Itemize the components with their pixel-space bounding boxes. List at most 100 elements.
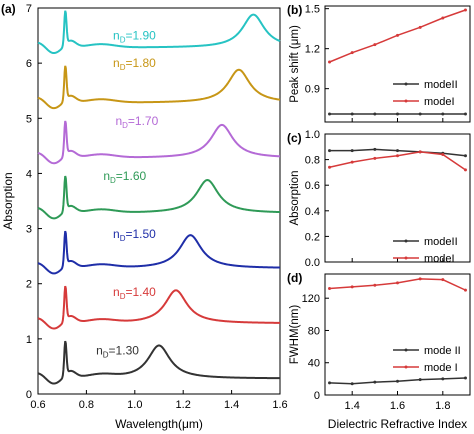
data-point-c bbox=[463, 154, 467, 158]
panel-label-b: (b) bbox=[287, 3, 302, 17]
series-label-pre: n bbox=[113, 28, 120, 42]
data-point-d bbox=[328, 381, 332, 385]
x-tick-label-d: 1.8 bbox=[435, 400, 450, 412]
data-point-d bbox=[441, 278, 445, 282]
series-label-post: =1.30 bbox=[109, 343, 140, 357]
series-line-a-6 bbox=[37, 10, 281, 55]
series-label-a-2: nD=1.50 bbox=[113, 227, 156, 243]
data-point-b bbox=[418, 25, 422, 29]
y-tick-label-c: 1.0 bbox=[305, 129, 320, 141]
y-tick-label-d: 120 bbox=[302, 293, 320, 305]
y-tick-label-b: 1.2 bbox=[305, 44, 320, 56]
y-tick-label-b: 0.9 bbox=[305, 84, 320, 96]
data-point-b bbox=[350, 51, 354, 55]
data-point-b bbox=[463, 112, 467, 116]
legend-label-b-0: modeII bbox=[424, 79, 458, 91]
x-tick-label-d: 1.4 bbox=[345, 400, 360, 412]
y-tick-label-c: 0.8 bbox=[305, 155, 320, 167]
series-line-a-4 bbox=[37, 120, 281, 165]
data-point-b bbox=[418, 112, 422, 116]
series-label-sub: D bbox=[120, 292, 126, 301]
legend-marker-c-0 bbox=[404, 239, 408, 243]
series-label-post: =1.60 bbox=[116, 169, 147, 183]
x-tick-label-a: 1.4 bbox=[224, 399, 239, 411]
y-tick-label-a: 5 bbox=[26, 113, 32, 125]
data-point-c bbox=[396, 154, 399, 158]
series-label-a-1: nD=1.40 bbox=[113, 285, 156, 301]
legend-label-d-1: mode I bbox=[424, 362, 458, 374]
series-line-a-3 bbox=[37, 175, 281, 220]
legend-marker-c-1 bbox=[404, 256, 408, 260]
series-label-sub: D bbox=[120, 234, 126, 243]
y-tick-label-a: 1 bbox=[26, 334, 32, 346]
data-point-c bbox=[373, 156, 377, 160]
data-point-b bbox=[396, 33, 399, 37]
y-tick-label-d: 0 bbox=[314, 390, 320, 402]
y-tick-label-d: 40 bbox=[308, 358, 320, 370]
y-tick-label-a: 0 bbox=[26, 389, 32, 401]
legend-label-c-1: modeI bbox=[424, 253, 455, 265]
data-point-d bbox=[441, 377, 445, 381]
series-label-pre: n bbox=[103, 169, 110, 183]
legend-marker-d-0 bbox=[404, 348, 408, 352]
series-label-a-6: nD=1.90 bbox=[113, 28, 156, 44]
y-axis-label-d: FWHM(nm) bbox=[289, 305, 301, 365]
y-axis-label-c: Absorption bbox=[289, 171, 301, 226]
data-point-d bbox=[418, 277, 422, 281]
series-label-pre: n bbox=[113, 285, 120, 299]
x-tick-label-a: 0.6 bbox=[30, 399, 45, 411]
series-label-a-4: nD=1.70 bbox=[115, 114, 158, 130]
data-point-d bbox=[463, 376, 467, 380]
x-tick-label-d: 1.6 bbox=[390, 400, 405, 412]
x-tick-label-a: 1.0 bbox=[127, 399, 142, 411]
plot-layer: 0.6 0.8 1.0 1.2 1.4 1.6 0 1 2 3 4 5 6 7 Wavelength(μm)… bbox=[1, 3, 471, 431]
data-point-c bbox=[350, 160, 354, 164]
data-point-d bbox=[396, 281, 399, 285]
legend-marker-b-1 bbox=[404, 99, 408, 103]
y-tick-label-c: 0.4 bbox=[305, 206, 320, 218]
data-point-d bbox=[373, 283, 377, 287]
legend-label-d-0: mode II bbox=[424, 345, 461, 357]
data-point-c bbox=[328, 149, 332, 153]
series-line-a-1 bbox=[37, 285, 280, 330]
data-point-b bbox=[441, 16, 445, 20]
y-axis-label-b: Peak shift (μm) bbox=[289, 25, 301, 103]
data-point-d bbox=[373, 380, 377, 384]
x-axis-label-a: Wavelength(μm) bbox=[115, 417, 203, 431]
y-axis-label-a: Absorption bbox=[1, 172, 15, 229]
series-label-pre: n bbox=[96, 343, 103, 357]
y-tick-label-b: 1.5 bbox=[305, 4, 320, 16]
legend-marker-d-1 bbox=[404, 365, 408, 369]
y-tick-label-a: 2 bbox=[26, 279, 32, 291]
series-label-post: =1.70 bbox=[128, 114, 159, 128]
series-label-sub: D bbox=[120, 35, 126, 44]
series-line-a-5 bbox=[37, 65, 281, 110]
series-label-pre: n bbox=[113, 56, 120, 70]
series-label-sub: D bbox=[110, 176, 116, 185]
data-point-d bbox=[463, 288, 467, 292]
data-point-b bbox=[441, 112, 445, 116]
legend-marker-b-0 bbox=[404, 82, 408, 86]
data-point-b bbox=[373, 112, 377, 116]
series-label-sub: D bbox=[103, 350, 109, 359]
panel-label-a: (a) bbox=[1, 2, 16, 16]
data-point-b bbox=[396, 112, 399, 116]
series-label-post: =1.90 bbox=[125, 28, 156, 42]
data-point-c bbox=[350, 149, 354, 153]
data-point-d bbox=[328, 287, 332, 291]
series-label-a-3: nD=1.60 bbox=[103, 169, 146, 185]
y-tick-label-c: 0.6 bbox=[305, 180, 320, 192]
series-label-a-5: nD=1.80 bbox=[113, 56, 156, 72]
data-point-b bbox=[328, 112, 332, 116]
data-point-b bbox=[328, 60, 332, 64]
legend-label-c-0: modeII bbox=[424, 236, 458, 248]
data-point-b bbox=[373, 43, 377, 47]
y-tick-label-d: 80 bbox=[308, 325, 320, 337]
data-point-c bbox=[463, 168, 467, 172]
x-tick-label-a: 1.2 bbox=[176, 399, 191, 411]
y-tick-label-a: 6 bbox=[26, 58, 32, 70]
series-line-a-2 bbox=[37, 230, 281, 275]
data-point-d bbox=[350, 285, 354, 289]
